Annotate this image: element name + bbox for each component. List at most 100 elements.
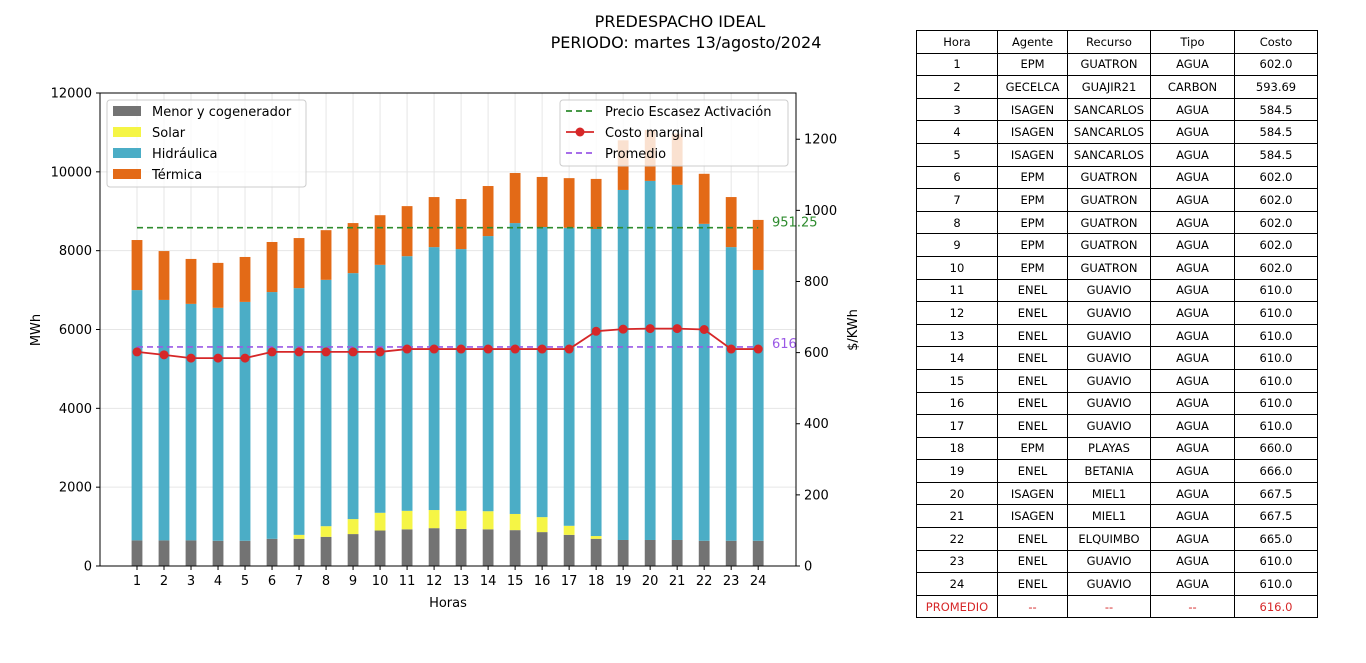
x-tick-label: 22 — [696, 574, 713, 589]
table-row: 21 ISAGEN MIEL1 AGUA 667.5 — [916, 504, 1318, 529]
bar-hidráulica — [725, 247, 737, 541]
table-cell: ENEL — [997, 414, 1068, 438]
table-cell: 610.0 — [1234, 572, 1318, 596]
table-cell: 610.0 — [1234, 368, 1318, 393]
table-cell: AGUA — [1150, 120, 1235, 144]
x-tick-label: 14 — [480, 574, 497, 589]
marginal-cost-point — [564, 344, 574, 354]
table-cell: 584.5 — [1234, 142, 1318, 167]
table-cell: 602.0 — [1234, 188, 1318, 212]
legend-swatch — [113, 106, 141, 116]
table-cell: GUATRON — [1067, 165, 1151, 190]
table-cell: EPM — [997, 436, 1068, 461]
table-cell: 616.0 — [1234, 594, 1318, 619]
table-cell: AGUA — [1150, 436, 1235, 461]
marginal-cost-point — [402, 344, 412, 354]
table-row: 6 EPM GUATRON AGUA 602.0 — [916, 165, 1318, 190]
table-cell: ISAGEN — [997, 120, 1068, 144]
marginal-cost-point — [294, 347, 304, 357]
chart: PREDESPACHO IDEAL PERIODO: martes 13/ago… — [29, 12, 861, 611]
legend-swatch — [113, 169, 141, 179]
table-row: 10 EPM GUATRON AGUA 602.0 — [916, 255, 1318, 280]
x-tick-label: 20 — [642, 574, 659, 589]
chart-subtitle: PERIODO: martes 13/agosto/2024 — [551, 33, 822, 52]
table-cell: ENEL — [997, 572, 1068, 596]
table-cell: AGUA — [1150, 549, 1235, 574]
x-tick-label: 7 — [295, 574, 303, 589]
table-cell: GUAVIO — [1067, 278, 1151, 303]
table-cell: 584.5 — [1234, 97, 1318, 122]
table-header-row: Hora Agente Recurso Tipo Costo — [916, 30, 1318, 54]
bar-menor-y-cogenerador — [428, 528, 440, 566]
bar-térmica — [185, 258, 197, 304]
y-right-tick-label: 1000 — [804, 204, 837, 219]
bar-menor-y-cogenerador — [536, 532, 548, 566]
table-row: 12 ENEL GUAVIO AGUA 610.0 — [916, 301, 1318, 325]
table-cell: 2 — [916, 75, 998, 99]
table-row: 20 ISAGEN MIEL1 AGUA 667.5 — [916, 481, 1318, 506]
table-cell: 13 — [916, 323, 998, 348]
table-cell: GUAVIO — [1067, 368, 1151, 393]
table-cell: GUAVIO — [1067, 301, 1151, 325]
bar-térmica — [752, 219, 764, 270]
table-row: 15 ENEL GUAVIO AGUA 610.0 — [916, 368, 1318, 393]
table-cell: 584.5 — [1234, 120, 1318, 144]
table-cell: GUAVIO — [1067, 414, 1151, 438]
x-tick-label: 4 — [214, 574, 222, 589]
bar-solar — [374, 512, 386, 531]
y-right-tick-label: 0 — [804, 560, 812, 575]
marginal-cost-point — [510, 344, 520, 354]
bar-térmica — [455, 199, 467, 250]
bar-menor-y-cogenerador — [266, 538, 278, 566]
table-cell: 10 — [916, 255, 998, 280]
bar-menor-y-cogenerador — [158, 540, 170, 566]
bar-menor-y-cogenerador — [644, 539, 656, 566]
bar-hidráulica — [536, 227, 548, 518]
bar-hidráulica — [644, 180, 656, 540]
legend-marker — [575, 127, 585, 137]
bar-menor-y-cogenerador — [671, 539, 683, 566]
bar-térmica — [266, 241, 278, 293]
table-cell: Tipo — [1150, 30, 1235, 54]
table-cell: SANCARLOS — [1067, 142, 1151, 167]
table-cell: 593.69 — [1234, 75, 1318, 99]
marginal-cost-point — [483, 344, 493, 354]
table-cell: -- — [997, 594, 1068, 619]
table-cell: ENEL — [997, 301, 1068, 325]
marginal-cost-point — [645, 324, 655, 334]
bar-hidráulica — [671, 184, 683, 540]
table-cell: GUAVIO — [1067, 391, 1151, 416]
table-cell: 610.0 — [1234, 323, 1318, 348]
marginal-cost-point — [267, 347, 277, 357]
table-cell: ENEL — [997, 549, 1068, 574]
x-tick-label: 19 — [615, 574, 632, 589]
table-cell: 610.0 — [1234, 346, 1318, 370]
y-right-tick-label: 400 — [804, 417, 829, 432]
y-tick-label: 6000 — [59, 323, 92, 338]
table-cell: GUAVIO — [1067, 323, 1151, 348]
bar-térmica — [482, 186, 494, 237]
table-cell: MIEL1 — [1067, 481, 1151, 506]
table-cell: 17 — [916, 414, 998, 438]
marginal-cost-point — [726, 344, 736, 354]
x-tick-label: 24 — [750, 574, 767, 589]
legend-right — [559, 99, 789, 167]
table-cell: ISAGEN — [997, 97, 1068, 122]
legend-label: Menor y cogenerador — [152, 105, 292, 120]
y-tick-label: 4000 — [59, 402, 92, 417]
table-cell: 6 — [916, 165, 998, 190]
bar-solar — [401, 510, 413, 530]
table-cell: 9 — [916, 233, 998, 257]
bar-térmica — [563, 178, 575, 228]
y-tick-label: 8000 — [59, 244, 92, 259]
bar-menor-y-cogenerador — [320, 536, 332, 566]
table-cell: 610.0 — [1234, 414, 1318, 438]
table-row: 5 ISAGEN SANCARLOS AGUA 584.5 — [916, 142, 1318, 167]
x-tick-label: 1 — [133, 574, 141, 589]
bar-hidráulica — [158, 299, 170, 541]
table-cell: 602.0 — [1234, 210, 1318, 235]
table-cell: ENEL — [997, 278, 1068, 303]
table-cell: ENEL — [997, 323, 1068, 348]
bar-hidráulica — [401, 256, 413, 511]
table-cell: ELQUIMBO — [1067, 527, 1151, 551]
